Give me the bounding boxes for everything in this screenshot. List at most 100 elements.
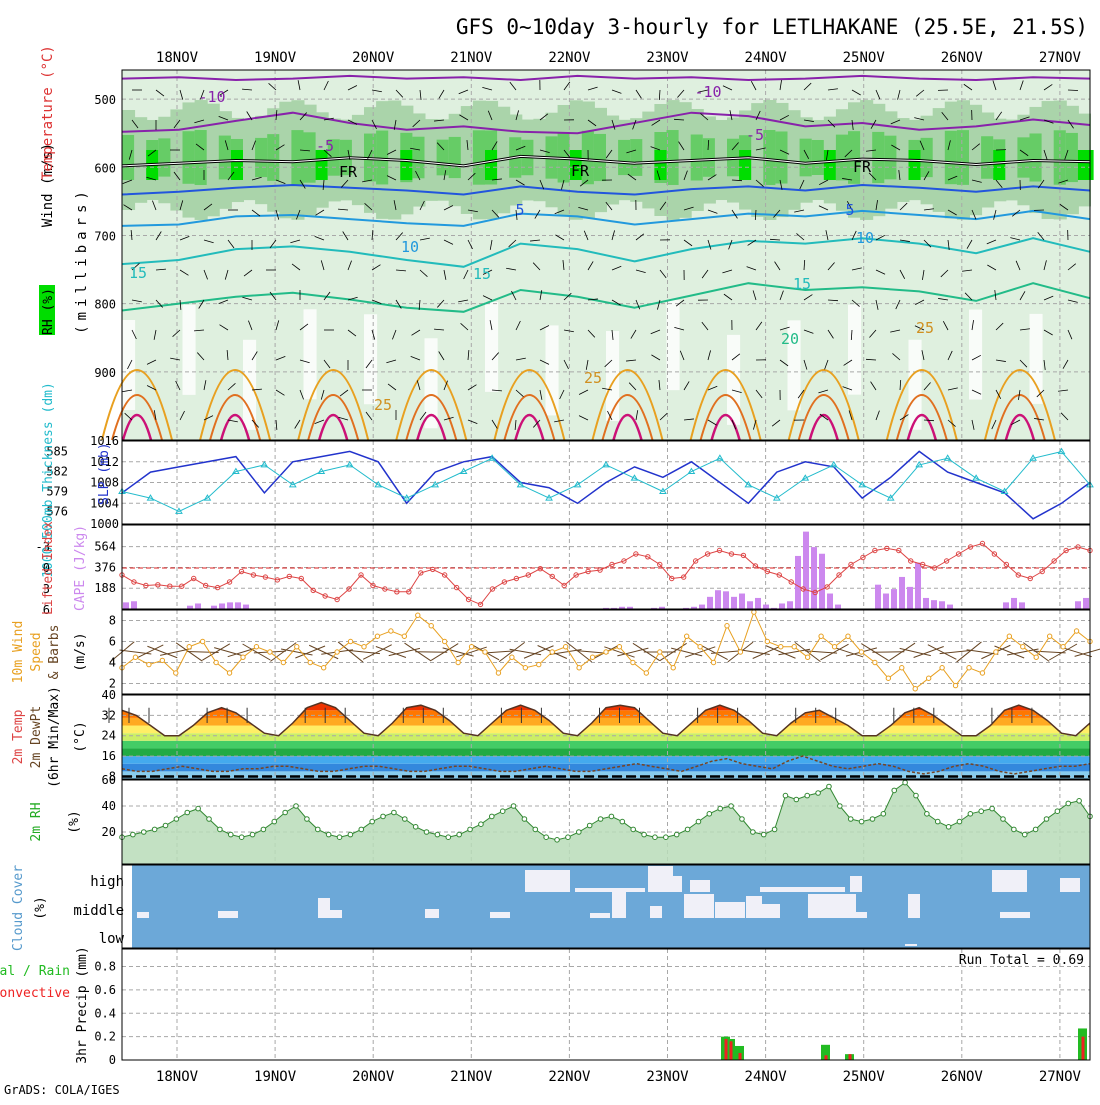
cloud-middle-label: middle <box>73 903 124 919</box>
wind-speed-marker <box>846 634 850 638</box>
cape-bar <box>923 598 929 609</box>
rh-band-mid <box>158 138 171 176</box>
rh2m-marker <box>228 832 233 837</box>
rh2m-marker <box>718 806 723 811</box>
temp-band <box>122 756 1090 764</box>
cape-bar <box>715 590 721 609</box>
rh2m-marker <box>533 827 538 832</box>
rh-dry-pocket <box>304 309 317 399</box>
tick-label: 4 <box>109 656 116 670</box>
tick-label: 900 <box>94 366 116 380</box>
wind-speed-marker <box>335 650 339 654</box>
rh2m-marker <box>435 832 440 837</box>
thickness-marker <box>945 455 951 460</box>
precip-panel: 00.20.40.60.8 <box>94 949 1090 1067</box>
rh-band-mid <box>1030 133 1043 181</box>
tick-label: 20 <box>102 825 116 839</box>
rh-band-mid <box>812 140 825 175</box>
precip-label-3: 3hr Precip (mm) <box>75 946 90 1063</box>
wind-speed-marker <box>631 660 635 664</box>
cape-bar <box>835 605 841 609</box>
cloud-mid-block <box>1000 912 1030 918</box>
day-label-top: 25NOV <box>843 50 886 66</box>
tick-label: 16 <box>102 749 116 763</box>
rh2m-marker <box>250 832 255 837</box>
wind-speed-marker <box>738 650 742 654</box>
rh-band-mid <box>921 138 934 177</box>
cape-bar <box>723 591 729 609</box>
rh-band-mid <box>255 138 268 177</box>
cloud-mid-block <box>590 913 610 918</box>
wind-speed-marker <box>994 650 998 654</box>
cloud-low-label: low <box>99 931 125 947</box>
cloud-mid-block <box>650 906 662 918</box>
wind-speed-marker <box>241 655 245 659</box>
wind-speed-marker <box>698 645 702 649</box>
rh2m-marker <box>511 804 516 809</box>
day-label-bottom: 20NOV <box>352 1069 395 1085</box>
wind-speed-marker <box>604 650 608 654</box>
wind10m-unit: (m/s) <box>73 632 88 671</box>
precip-convective-bar <box>730 1041 733 1060</box>
day-label-bottom: 18NOV <box>156 1069 199 1085</box>
wind-barb-10m <box>415 652 447 653</box>
rh2m-marker <box>315 827 320 832</box>
rh2m-marker <box>631 827 636 832</box>
rh2m-marker <box>664 835 669 840</box>
rh2m-marker <box>218 827 223 832</box>
wind-barb <box>1068 90 1078 91</box>
cape-bar <box>899 577 905 609</box>
tick-label: 188 <box>94 581 116 595</box>
wind-speed-marker <box>1047 634 1051 638</box>
cape-bar <box>883 594 889 609</box>
cape-bar <box>123 602 129 609</box>
rh2m-marker <box>381 814 386 819</box>
wind-speed-marker <box>442 639 446 643</box>
panel-frame <box>122 949 1090 1060</box>
cape-bar <box>939 601 945 609</box>
rh2m-marker <box>838 804 843 809</box>
day-label-bottom: 25NOV <box>843 1069 886 1085</box>
rh-band-dark <box>1078 150 1094 180</box>
footer-credit: GrADS: COLA/IGES <box>4 1083 120 1097</box>
wind-speed-marker <box>496 671 500 675</box>
rh2m-marker <box>413 825 418 830</box>
wind-speed-marker <box>227 671 231 675</box>
day-label-top: 21NOV <box>450 50 493 66</box>
cape-bar <box>947 605 953 609</box>
cape-bar <box>875 585 881 609</box>
rh2m-marker <box>892 788 897 793</box>
cloud-high-block <box>850 876 862 892</box>
cape-bar <box>1083 598 1089 609</box>
temp-band <box>122 741 1090 749</box>
rh2m-marker <box>870 817 875 822</box>
contour-label: -10 <box>694 83 721 101</box>
wind-speed-marker <box>295 645 299 649</box>
wind-barb-10m <box>510 649 542 655</box>
wind-speed-marker <box>416 613 420 617</box>
rh2m-marker <box>544 835 549 840</box>
rh2m-marker <box>131 832 136 837</box>
slp-label: SLP (mb) <box>97 442 112 505</box>
wind-speed-marker <box>133 655 137 659</box>
wind-speed-marker <box>859 650 863 654</box>
day-label-bottom: 21NOV <box>450 1069 493 1085</box>
contour-label: 25 <box>916 319 934 337</box>
cape-bar <box>803 532 809 609</box>
precip-label-1: Total / Rain <box>0 964 70 979</box>
wind-speed-marker <box>469 645 473 649</box>
tick-label: 600 <box>94 161 116 175</box>
precip-convective-bar <box>849 1054 852 1060</box>
cape-bar <box>219 603 225 609</box>
contour-label: 25 <box>584 369 602 387</box>
rh2m-unit: (%) <box>67 810 82 833</box>
rh2m-marker <box>827 784 832 789</box>
wind-speed-marker <box>577 666 581 670</box>
rh-dry-pocket <box>364 314 377 404</box>
rh-band-mid <box>437 140 450 176</box>
cape-bar <box>915 563 921 609</box>
